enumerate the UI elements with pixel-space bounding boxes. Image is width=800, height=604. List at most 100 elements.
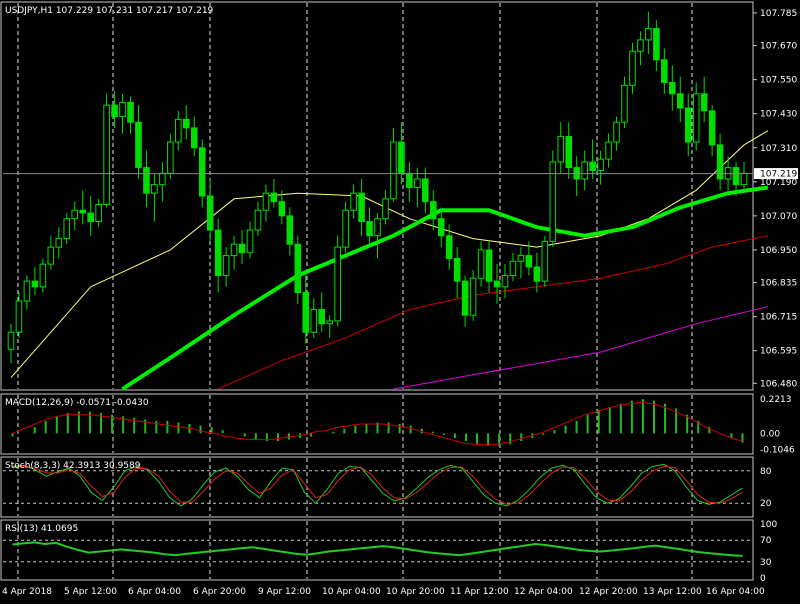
- candle: [222, 247, 230, 287]
- candle: [15, 292, 23, 338]
- candle-body: [278, 201, 286, 217]
- indicator-tick-label: 0.00: [760, 429, 780, 439]
- candle: [445, 224, 453, 270]
- candle-body: [103, 104, 110, 206]
- candle: [334, 235, 341, 327]
- candle: [517, 247, 525, 279]
- candle-body: [270, 192, 278, 203]
- candle-body: [151, 184, 158, 194]
- macd-title: MACD(12,26,9) -0.0571 -0.0430: [5, 398, 149, 408]
- price-tick-label: 106.950: [760, 246, 797, 256]
- indicator-tick-label: -0.1046: [760, 446, 795, 456]
- candle-body: [645, 28, 652, 41]
- last-price-label: 107.219: [760, 170, 797, 180]
- candle-body: [541, 240, 549, 282]
- price-panel[interactable]: 107.785 107.670 107.550 107.430 107.310 107.1…: [0, 1, 798, 391]
- time-tick-label: 6 Apr 20:00: [193, 587, 246, 597]
- candle-body: [613, 121, 620, 143]
- candles: [7, 11, 748, 364]
- candle: [429, 190, 437, 231]
- candle-body: [637, 39, 644, 52]
- candle-body: [406, 172, 413, 188]
- candle-body: [47, 246, 55, 265]
- candle-body: [294, 243, 302, 293]
- candle-body: [669, 81, 676, 95]
- candle-body: [79, 209, 86, 214]
- candle-body: [167, 141, 174, 174]
- price-tick-label: 106.835: [760, 279, 797, 289]
- candle: [135, 105, 142, 179]
- candle: [669, 65, 676, 111]
- candle-body: [254, 209, 262, 231]
- candle: [206, 178, 214, 242]
- macd-panel[interactable]: 0.2213 0.00 -0.1046 MACD(12,26,9) -0.0571 …: [0, 393, 795, 456]
- stochastic-levels: [3, 470, 752, 504]
- candle-body: [374, 218, 381, 237]
- candle: [549, 150, 557, 248]
- candle: [589, 139, 596, 179]
- time-tick-label: 4 Apr 2018: [2, 587, 52, 597]
- candle-body: [135, 121, 142, 169]
- candle: [477, 241, 485, 287]
- price-tick-label: 107.430: [760, 110, 797, 120]
- candle-body: [716, 144, 724, 180]
- candle-body: [23, 280, 31, 302]
- candle-body: [684, 107, 692, 143]
- candle: [629, 42, 636, 94]
- candle: [382, 190, 389, 225]
- time-tick-label: 5 Apr 12:00: [64, 587, 117, 597]
- candle-body: [621, 84, 628, 123]
- candle-body: [238, 243, 246, 254]
- candle: [302, 269, 310, 344]
- candle-body: [469, 277, 477, 316]
- candle-body: [629, 50, 636, 86]
- candle: [509, 252, 517, 282]
- price-axis: 107.785 107.670 107.550 107.430 107.310 107.1…: [753, 9, 797, 389]
- candle-body: [661, 59, 668, 83]
- time-tick-label: 10 Apr 04:00: [322, 587, 381, 597]
- candle: [716, 133, 724, 191]
- candle: [151, 173, 158, 222]
- candle: [637, 31, 644, 66]
- candle: [732, 161, 740, 196]
- price-tick-label: 107.550: [760, 76, 797, 86]
- candle-body: [198, 147, 206, 197]
- candle: [79, 190, 86, 225]
- time-tick-label: 12 Apr 20:00: [579, 587, 638, 597]
- candle: [366, 207, 373, 248]
- candle: [390, 127, 397, 202]
- candle: [437, 207, 445, 248]
- candle-body: [175, 118, 182, 143]
- candle-body: [159, 172, 166, 186]
- candle: [246, 221, 254, 259]
- candle: [358, 178, 365, 236]
- candle: [613, 116, 620, 151]
- candle-body: [597, 158, 604, 171]
- candle: [700, 76, 708, 123]
- candle: [55, 227, 63, 259]
- candle: [565, 122, 573, 179]
- candle-body: [692, 93, 700, 143]
- rsi-panel[interactable]: 100 70 30 0 RSI(13) 41.0695: [0, 519, 777, 584]
- candle-body: [358, 192, 365, 223]
- candle-body: [429, 201, 437, 220]
- candle-body: [182, 118, 190, 129]
- candle-body: [708, 110, 716, 146]
- candle: [653, 20, 660, 72]
- candle: [645, 11, 652, 55]
- candle-body: [589, 161, 596, 171]
- candle-body: [334, 246, 341, 322]
- candle-body: [517, 255, 525, 262]
- stochastic-panel[interactable]: 80 20 Stoch(8,3,3) 42.3913 30.9589: [0, 456, 772, 518]
- candle-body: [262, 192, 270, 211]
- time-tick-label: 12 Apr 04:00: [514, 587, 573, 597]
- candle: [7, 323, 15, 364]
- candle-body: [501, 274, 509, 288]
- candle-body: [493, 280, 501, 288]
- candle-body: [7, 331, 15, 350]
- candle-body: [206, 195, 214, 231]
- indicator-tick-label: 20: [760, 499, 772, 509]
- candle: [684, 93, 692, 157]
- macd-panel-frame: [0, 393, 754, 455]
